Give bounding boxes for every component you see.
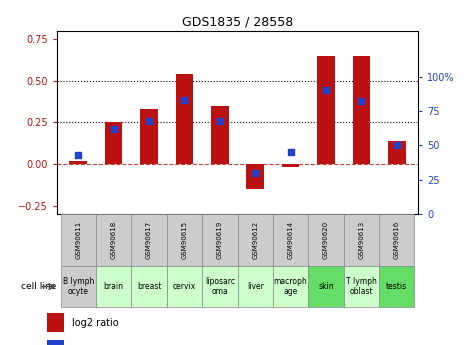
Bar: [131, 214, 167, 266]
Bar: [238, 266, 273, 307]
Text: testis: testis: [386, 282, 408, 291]
Point: [180, 97, 188, 103]
Bar: [352, 56, 370, 164]
Point: [393, 142, 400, 148]
Text: brain: brain: [104, 282, 124, 291]
Text: B lymph
ocyte: B lymph ocyte: [63, 277, 94, 296]
Bar: [317, 56, 335, 164]
Bar: [238, 214, 273, 266]
Point: [251, 170, 259, 176]
Text: GSM90615: GSM90615: [181, 221, 188, 259]
Bar: [167, 266, 202, 307]
Bar: [167, 214, 202, 266]
Text: GSM90618: GSM90618: [111, 221, 117, 259]
Bar: [176, 74, 193, 164]
Bar: [48, 313, 64, 332]
Bar: [202, 266, 238, 307]
Bar: [247, 164, 264, 189]
Bar: [388, 141, 406, 164]
Bar: [69, 161, 87, 164]
Text: GSM90613: GSM90613: [358, 221, 364, 259]
Text: liposarc
oma: liposarc oma: [205, 277, 235, 296]
Text: T lymph
oblast: T lymph oblast: [346, 277, 377, 296]
Text: GSM90616: GSM90616: [394, 221, 400, 259]
Text: skin: skin: [318, 282, 334, 291]
Title: GDS1835 / 28558: GDS1835 / 28558: [182, 16, 293, 29]
Point: [216, 118, 224, 124]
Bar: [96, 266, 131, 307]
Text: cervix: cervix: [173, 282, 196, 291]
Text: GSM90612: GSM90612: [252, 221, 258, 259]
Bar: [202, 214, 238, 266]
Point: [358, 99, 365, 104]
Point: [110, 126, 117, 132]
Bar: [282, 164, 299, 167]
Point: [287, 149, 294, 155]
Bar: [344, 266, 379, 307]
Bar: [379, 214, 415, 266]
Bar: [60, 214, 96, 266]
Text: GSM90617: GSM90617: [146, 221, 152, 259]
Bar: [96, 214, 131, 266]
Text: GSM90620: GSM90620: [323, 221, 329, 259]
Bar: [140, 109, 158, 164]
Bar: [308, 214, 344, 266]
Bar: [273, 214, 308, 266]
Text: macroph
age: macroph age: [274, 277, 307, 296]
Bar: [105, 122, 123, 164]
Text: log2 ratio: log2 ratio: [72, 317, 118, 327]
Text: cell line: cell line: [21, 282, 57, 291]
Point: [322, 88, 330, 93]
Bar: [211, 106, 228, 164]
Bar: [379, 266, 415, 307]
Bar: [273, 266, 308, 307]
Text: GSM90614: GSM90614: [287, 221, 294, 259]
Bar: [308, 266, 344, 307]
Text: breast: breast: [137, 282, 162, 291]
Point: [75, 152, 82, 158]
Text: liver: liver: [247, 282, 264, 291]
Bar: [48, 340, 64, 345]
Text: GSM90611: GSM90611: [75, 221, 81, 259]
Bar: [344, 214, 379, 266]
Point: [145, 118, 153, 124]
Bar: [60, 266, 96, 307]
Bar: [131, 266, 167, 307]
Text: GSM90619: GSM90619: [217, 221, 223, 259]
